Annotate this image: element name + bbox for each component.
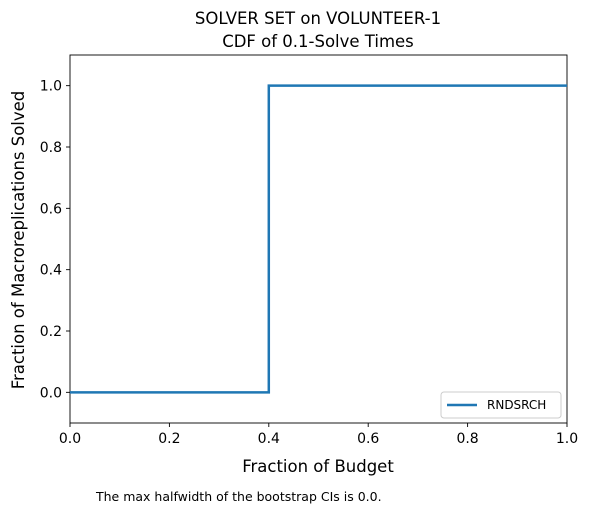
chart-title: SOLVER SET on VOLUNTEER-1 xyxy=(195,9,441,28)
y-tick-label: 0.2 xyxy=(40,324,62,340)
series-layer xyxy=(70,84,567,394)
x-tick-label: 0.0 xyxy=(59,431,81,447)
y-tick-label: 0.0 xyxy=(40,385,62,401)
x-tick-label: 0.2 xyxy=(158,431,180,447)
footnote: The max halfwidth of the bootstrap CIs i… xyxy=(95,489,382,504)
y-axis-label: Fraction of Macroreplications Solved xyxy=(9,91,28,390)
x-axis-label: Fraction of Budget xyxy=(242,457,394,476)
x-axis: 0.0 0.2 0.4 0.6 0.8 1.0 xyxy=(59,423,578,447)
x-tick-label: 0.8 xyxy=(456,431,478,447)
y-tick-label: 0.8 xyxy=(40,140,62,156)
x-tick-label: 1.0 xyxy=(556,431,578,447)
chart-subtitle: CDF of 0.1-Solve Times xyxy=(222,32,414,51)
x-tick-label: 0.4 xyxy=(258,431,280,447)
y-tick-label: 1.0 xyxy=(40,79,62,95)
plot-area xyxy=(69,54,568,424)
legend: RNDSRCH xyxy=(440,391,562,419)
x-tick-label: 0.6 xyxy=(357,431,379,447)
legend-box xyxy=(440,391,562,419)
y-tick-label: 0.4 xyxy=(40,263,62,279)
legend-entry-rndsrch: RNDSRCH xyxy=(487,398,546,412)
series-line-rndsrch xyxy=(70,84,567,394)
y-tick-label: 0.6 xyxy=(40,201,62,217)
y-axis: 0.0 0.2 0.4 0.6 0.8 1.0 xyxy=(40,79,70,401)
